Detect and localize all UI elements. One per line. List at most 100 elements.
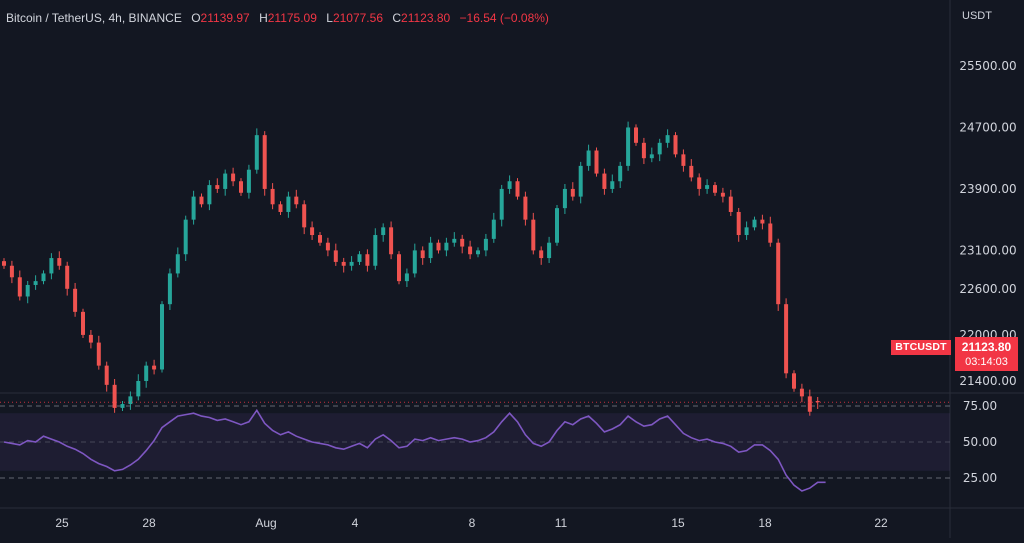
candle-body: [697, 177, 702, 189]
candle-body: [302, 204, 307, 228]
candle-body: [499, 188, 504, 220]
rsi-band: [0, 413, 950, 471]
candle-body: [223, 173, 228, 189]
candle-body: [167, 273, 172, 305]
ohlc-legend: Bitcoin / TetherUS, 4h, BINANCE O21139.9…: [6, 11, 549, 25]
candle-body: [9, 265, 14, 278]
candle-body: [120, 404, 125, 408]
candles-group: [2, 121, 820, 416]
candle-body: [152, 365, 157, 370]
candle-body: [33, 281, 38, 285]
candle-body: [744, 227, 749, 236]
candle-body: [349, 261, 354, 266]
close-label: C: [392, 11, 402, 25]
candle-body: [689, 165, 694, 178]
candle-body: [199, 196, 204, 205]
candle-body: [183, 219, 188, 255]
candle-body: [365, 254, 370, 266]
candle-body: [626, 127, 631, 166]
candle-body: [2, 261, 6, 266]
candle-body: [444, 242, 449, 251]
candle-body: [665, 135, 670, 143]
time-tick-label: 28: [142, 516, 156, 530]
close-value: 21123.80: [401, 11, 451, 25]
candle-body: [507, 181, 512, 189]
candle-body: [815, 400, 820, 403]
price-tick-label: 21400.00: [959, 374, 1016, 388]
candle-body: [618, 165, 623, 182]
candle-body: [270, 188, 275, 205]
candle-body: [278, 204, 283, 212]
candle-body: [207, 185, 212, 205]
candle-body: [483, 238, 488, 251]
bar-countdown: 03:14:03: [965, 356, 1008, 368]
candle-body: [649, 154, 654, 159]
candle-body: [81, 311, 85, 335]
candle-body: [96, 342, 101, 366]
candle-body: [397, 254, 401, 282]
time-tick-label: 15: [671, 516, 685, 530]
candle-body: [325, 242, 330, 251]
candle-body: [333, 250, 338, 262]
low-label: L: [326, 11, 333, 25]
candle-body: [381, 227, 386, 236]
candle-body: [784, 304, 789, 374]
open-label: O: [191, 11, 201, 25]
candle-body: [807, 396, 812, 412]
symbol-title[interactable]: Bitcoin / TetherUS, 4h, BINANCE: [6, 11, 182, 25]
candle-body: [460, 238, 465, 247]
candle-body: [736, 211, 741, 236]
candle-body: [641, 142, 646, 159]
candle-body: [17, 277, 22, 297]
candle-body: [357, 254, 362, 262]
candle-body: [65, 265, 70, 289]
candle-body: [523, 196, 528, 220]
candle-body: [468, 246, 473, 255]
candle-body: [144, 365, 149, 381]
candle-body: [104, 365, 109, 385]
candle-body: [428, 242, 433, 259]
time-tick-label: 22: [874, 516, 888, 530]
candle-body: [602, 173, 607, 189]
candle-body: [768, 223, 773, 243]
time-tick-label: Aug: [255, 516, 276, 530]
candle-body: [262, 135, 267, 189]
price-tick-label: 23100.00: [959, 243, 1016, 257]
candle-body: [341, 261, 346, 266]
ticker-badge: BTCUSDT: [891, 340, 951, 355]
candle-body: [389, 227, 394, 255]
candle-body: [231, 173, 236, 182]
time-tick-label: 8: [469, 516, 476, 530]
candle-body: [254, 135, 259, 170]
candle-body: [49, 258, 54, 274]
candle-body: [286, 196, 291, 212]
candle-body: [578, 165, 583, 197]
rsi-tick-label: 50.00: [963, 435, 997, 449]
candle-body: [239, 181, 243, 193]
candle-body: [539, 250, 544, 259]
candle-body: [752, 219, 757, 228]
candle-body: [610, 181, 615, 189]
candle-body: [373, 235, 378, 266]
candle-body: [728, 196, 733, 212]
candle-body: [160, 304, 164, 370]
candle-body: [310, 227, 315, 236]
candle-body: [657, 142, 662, 155]
candle-body: [792, 373, 796, 389]
candle-body: [760, 219, 765, 224]
candle-body: [476, 250, 480, 255]
candle-body: [586, 150, 591, 166]
time-tick-label: 4: [352, 516, 359, 530]
price-tick-label: 25500.00: [959, 59, 1016, 73]
change-value: −16.54 (−0.08%): [459, 11, 549, 25]
candle-body: [25, 284, 30, 297]
rsi-line: [3, 408, 826, 492]
candle-body: [594, 150, 599, 174]
candle-body: [136, 381, 141, 397]
candle-body: [246, 169, 251, 193]
candle-body: [436, 242, 441, 251]
candle-body: [681, 154, 686, 166]
price-axis-unit[interactable]: USDT: [962, 10, 992, 22]
